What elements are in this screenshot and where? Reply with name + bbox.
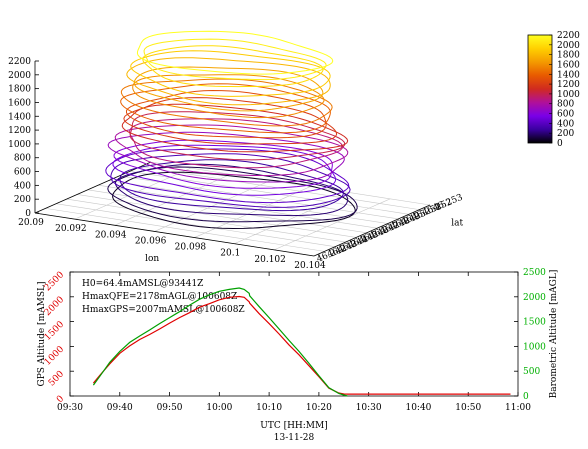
contour-line xyxy=(143,38,327,81)
contour-line xyxy=(120,83,331,134)
colorbar: 2200200018001600140012001000800600400200… xyxy=(527,31,580,149)
colorbar-tick-label: 1000 xyxy=(557,90,580,100)
colorbar-tick-label: 400 xyxy=(557,119,574,129)
z-tick-label: 1800 xyxy=(8,85,31,95)
series-line xyxy=(92,287,348,397)
annotation-text: HmaxGPS=2007mAMSL@100608Z xyxy=(82,305,245,315)
contour-line xyxy=(132,74,325,119)
annotation-text: HmaxQFE=2178mAGL@100608Z xyxy=(82,292,237,302)
z-tick-label: 200 xyxy=(14,195,31,205)
colorbar-tick-label: 200 xyxy=(557,129,574,139)
contour-line xyxy=(112,171,356,230)
contour-line xyxy=(119,159,344,212)
contour-line xyxy=(126,89,327,139)
z-tick-label: 2000 xyxy=(8,71,31,81)
base-frame-edge xyxy=(313,204,431,257)
z-tick-label: 1200 xyxy=(8,126,31,136)
contour-line xyxy=(142,45,324,88)
colorbar-tick-label: 600 xyxy=(557,110,574,120)
y-right-tick-label: 1000 xyxy=(523,342,546,352)
colorbar-rect xyxy=(527,34,553,144)
y-right-axis-label: Barometric Altitude [mAGL] xyxy=(549,270,559,399)
x-tick-label: 10:30 xyxy=(356,403,382,413)
z-tick-label: 0 xyxy=(25,209,31,219)
colorbar-tick-label: 1800 xyxy=(557,51,580,61)
altitude-line-panel: 09:30 09:40 09:50 10:00 10:10 10:20 10:30 10:40… xyxy=(37,268,559,443)
contour-3d-panel: 0 200 400 600 800 1000 1200 1400 1600 1800 2000 220… xyxy=(8,30,465,271)
y-right-tick-label: 2500 xyxy=(523,268,546,278)
x-tick-label: 20.1 xyxy=(220,249,240,259)
x-tick-label: 10:50 xyxy=(455,403,481,413)
x-tick-label: 20.09 xyxy=(18,218,44,228)
annotation-text: H0=64.4mAMSL@93441Z xyxy=(82,279,203,289)
x-tick-label: 09:50 xyxy=(157,403,183,413)
contour-line xyxy=(120,78,333,127)
x-tick-label: 11:00 xyxy=(505,403,531,413)
z-tick-label: 400 xyxy=(14,181,31,191)
z-tick-label: 600 xyxy=(14,168,31,178)
plot-frame xyxy=(69,271,519,397)
colorbar-tick-label: 800 xyxy=(557,100,574,110)
x-axis-date-label: 13-11-28 xyxy=(274,433,315,443)
colorbar-tick-label: 1600 xyxy=(557,60,580,70)
colorbar-tick-label: 1200 xyxy=(557,80,580,90)
y-right-tick-label: 0 xyxy=(523,392,529,402)
grid-line-lat xyxy=(150,161,431,206)
grid-line-lat xyxy=(87,189,367,234)
contour-line xyxy=(112,144,337,196)
contour-line xyxy=(110,153,351,208)
y-tick-label: 46.253 xyxy=(431,193,464,214)
contour-line xyxy=(136,30,334,75)
base-frame-edge xyxy=(34,161,152,214)
x-tick-label: 20.098 xyxy=(175,243,207,253)
y-right-tick-label: 500 xyxy=(523,367,540,377)
x-tick-label: 20.104 xyxy=(294,261,326,271)
base-frame-edge xyxy=(34,212,315,257)
contour-line xyxy=(129,111,346,161)
x-tick-label: 20.092 xyxy=(55,224,87,234)
colorbar-tick-label: 2000 xyxy=(557,41,580,51)
x-tick-label: 09:40 xyxy=(107,403,133,413)
grid-line-lat xyxy=(56,203,336,248)
x-tick-label: 20.102 xyxy=(254,255,286,265)
y-left-axis-label: GPS Altitude [mAMSL] xyxy=(37,282,47,387)
x-tick-label: 20.096 xyxy=(135,236,167,246)
z-tick-label: 800 xyxy=(14,154,31,164)
contour-line xyxy=(123,97,338,145)
x-tick-label: 09:30 xyxy=(57,403,83,413)
x-tick-label: 20.094 xyxy=(95,230,127,240)
y-right-tick-label: 1500 xyxy=(523,318,546,328)
z-tick-label: 1400 xyxy=(8,112,31,122)
grid-line-lon xyxy=(154,180,271,232)
y-left-tick-label: 500 xyxy=(47,369,66,388)
y-axis-label: lat xyxy=(451,218,463,228)
contour-line xyxy=(113,139,333,189)
y-left-tick-label: 0 xyxy=(55,394,66,405)
colorbar-tick-label: 2200 xyxy=(557,31,580,41)
contour-line xyxy=(130,50,331,97)
grid-line-lat xyxy=(45,208,325,252)
grid-line-lon xyxy=(194,186,311,238)
z-tick-label: 1600 xyxy=(8,98,31,108)
series-line xyxy=(92,295,511,395)
contour-line xyxy=(121,103,349,153)
contour-line xyxy=(129,118,344,169)
y-right-tick-label: 2000 xyxy=(523,293,546,303)
colorbar-tick-label: 0 xyxy=(557,139,563,149)
colorbar-tick-label: 1400 xyxy=(557,70,580,80)
z-tick-label: 1000 xyxy=(8,140,31,150)
x-tick-label: 10:10 xyxy=(256,403,282,413)
x-tick-label: 10:20 xyxy=(306,403,332,413)
z-tick-label: 2200 xyxy=(8,57,31,67)
x-tick-label: 10:00 xyxy=(206,403,232,413)
x-axis-label: lon xyxy=(145,254,159,264)
x-axis-label: UTC [HH:MM] xyxy=(260,421,328,431)
grid-line-lon xyxy=(114,174,231,226)
contour-line xyxy=(105,148,350,204)
contour-line xyxy=(126,57,331,106)
x-tick-label: 10:40 xyxy=(405,403,431,413)
grid-line-lon xyxy=(274,198,391,251)
